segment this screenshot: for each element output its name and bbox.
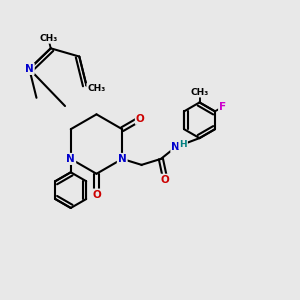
Text: N: N bbox=[25, 64, 34, 74]
Text: O: O bbox=[92, 190, 101, 200]
Text: N: N bbox=[66, 154, 75, 164]
Text: H: H bbox=[179, 140, 187, 148]
Text: N: N bbox=[118, 154, 127, 164]
Text: O: O bbox=[161, 175, 170, 185]
Text: O: O bbox=[136, 114, 145, 124]
Text: N: N bbox=[171, 142, 180, 152]
Text: CH₃: CH₃ bbox=[190, 88, 208, 97]
Text: CH₃: CH₃ bbox=[87, 84, 106, 93]
Text: F: F bbox=[219, 102, 226, 112]
Text: CH₃: CH₃ bbox=[39, 34, 57, 43]
